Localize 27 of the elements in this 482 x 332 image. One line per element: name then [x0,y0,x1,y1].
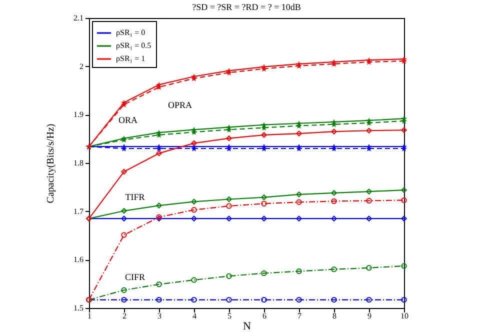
x-tick-label: 3 [158,312,162,320]
y-tick-label: 2 [80,62,84,71]
y-tick-label: 1.9 [74,110,84,120]
annotation: CIFR [124,272,146,282]
x-axis-title: N [243,320,252,332]
y-tick-label: 2.1 [74,14,84,22]
legend-label: ρSR₁ = 1 [116,54,146,63]
legend-label: ρSR₁ = 0 [116,28,146,37]
x-tick-label: 10 [400,312,408,320]
y-tick-label: 1.8 [74,158,84,168]
legend-label: ρSR₁ = 0.5 [116,41,152,50]
chart-title: ?SD = ?SR = ?RD = ? = 10dB [192,2,301,12]
annotation: ORA [118,115,138,125]
y-axis-title: Capacity(Bits/s/Hz) [46,124,56,204]
x-tick-label: 7 [298,312,302,320]
y-tick-label: 1.7 [74,206,84,216]
y-tick-label: 1.5 [74,304,84,312]
x-tick-label: 1 [88,312,92,320]
annotation: OPRA [168,100,192,110]
x-tick-label: 5 [228,312,232,320]
x-tick-label: 8 [332,312,336,320]
x-tick-label: 6 [262,312,266,320]
x-tick-label: 2 [122,312,126,320]
annotation: TIFR [125,192,145,202]
y-tick-label: 1.6 [74,255,84,264]
x-tick-label: 9 [368,312,372,320]
x-tick-label: 4 [192,312,196,320]
